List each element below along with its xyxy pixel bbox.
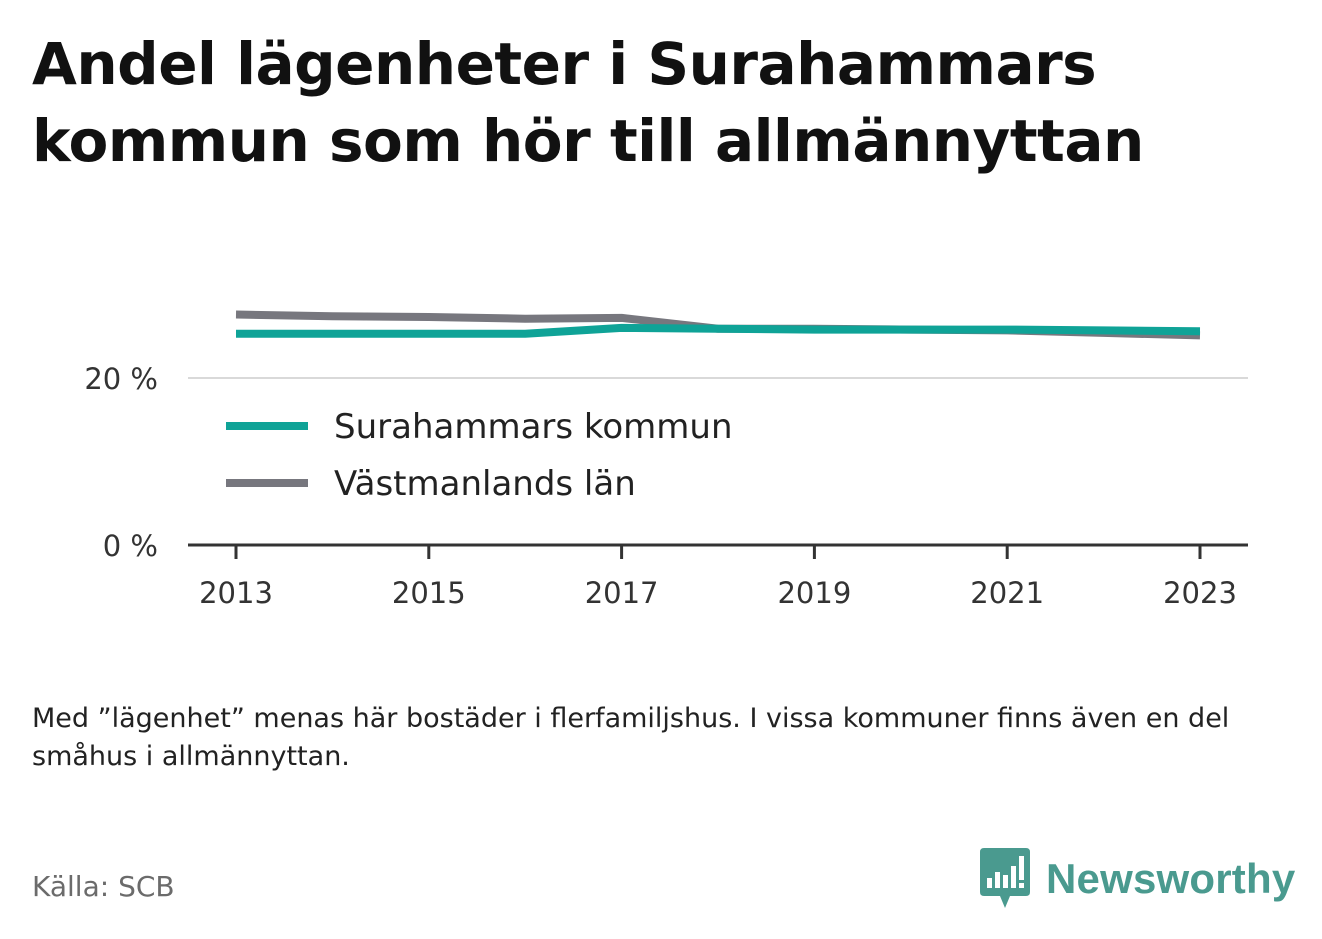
x-tick-label: 2013 (199, 576, 273, 610)
chart-note: Med ”lägenhet” menas här bostäder i fler… (32, 703, 1230, 772)
legend-label: Surahammars kommun (334, 407, 733, 447)
legend-label: Västmanlands län (334, 464, 636, 504)
y-tick-label: 20 % (84, 362, 158, 396)
x-tick-label: 2017 (585, 576, 659, 610)
chart-bubble-icon (980, 848, 1030, 908)
x-tick-label: 2023 (1163, 576, 1237, 610)
chart-title: Andel lägenheter i Surahammars kommun so… (32, 30, 1144, 175)
series-line-surahammar (236, 323, 1201, 338)
x-tick-label: 2021 (970, 576, 1044, 610)
y-tick-label: 0 % (103, 529, 158, 563)
series-lines (235, 310, 1201, 340)
line-chart: 0 % 20 % 2013 2015 2017 2019 2021 2023 Suraham… (84, 310, 1248, 610)
legend: Surahammars kommun Västmanlands län (226, 407, 733, 504)
x-tick-label: 2019 (777, 576, 851, 610)
x-axis: 2013 2015 2017 2019 2021 2023 (188, 543, 1248, 610)
brand-name: Newsworthy (1046, 855, 1296, 902)
x-tick-label: 2015 (392, 576, 466, 610)
y-axis-ticks: 0 % 20 % (84, 362, 158, 563)
source-label: Källa: SCB (32, 870, 175, 903)
brand-logo[interactable]: Newsworthy (980, 848, 1295, 910)
